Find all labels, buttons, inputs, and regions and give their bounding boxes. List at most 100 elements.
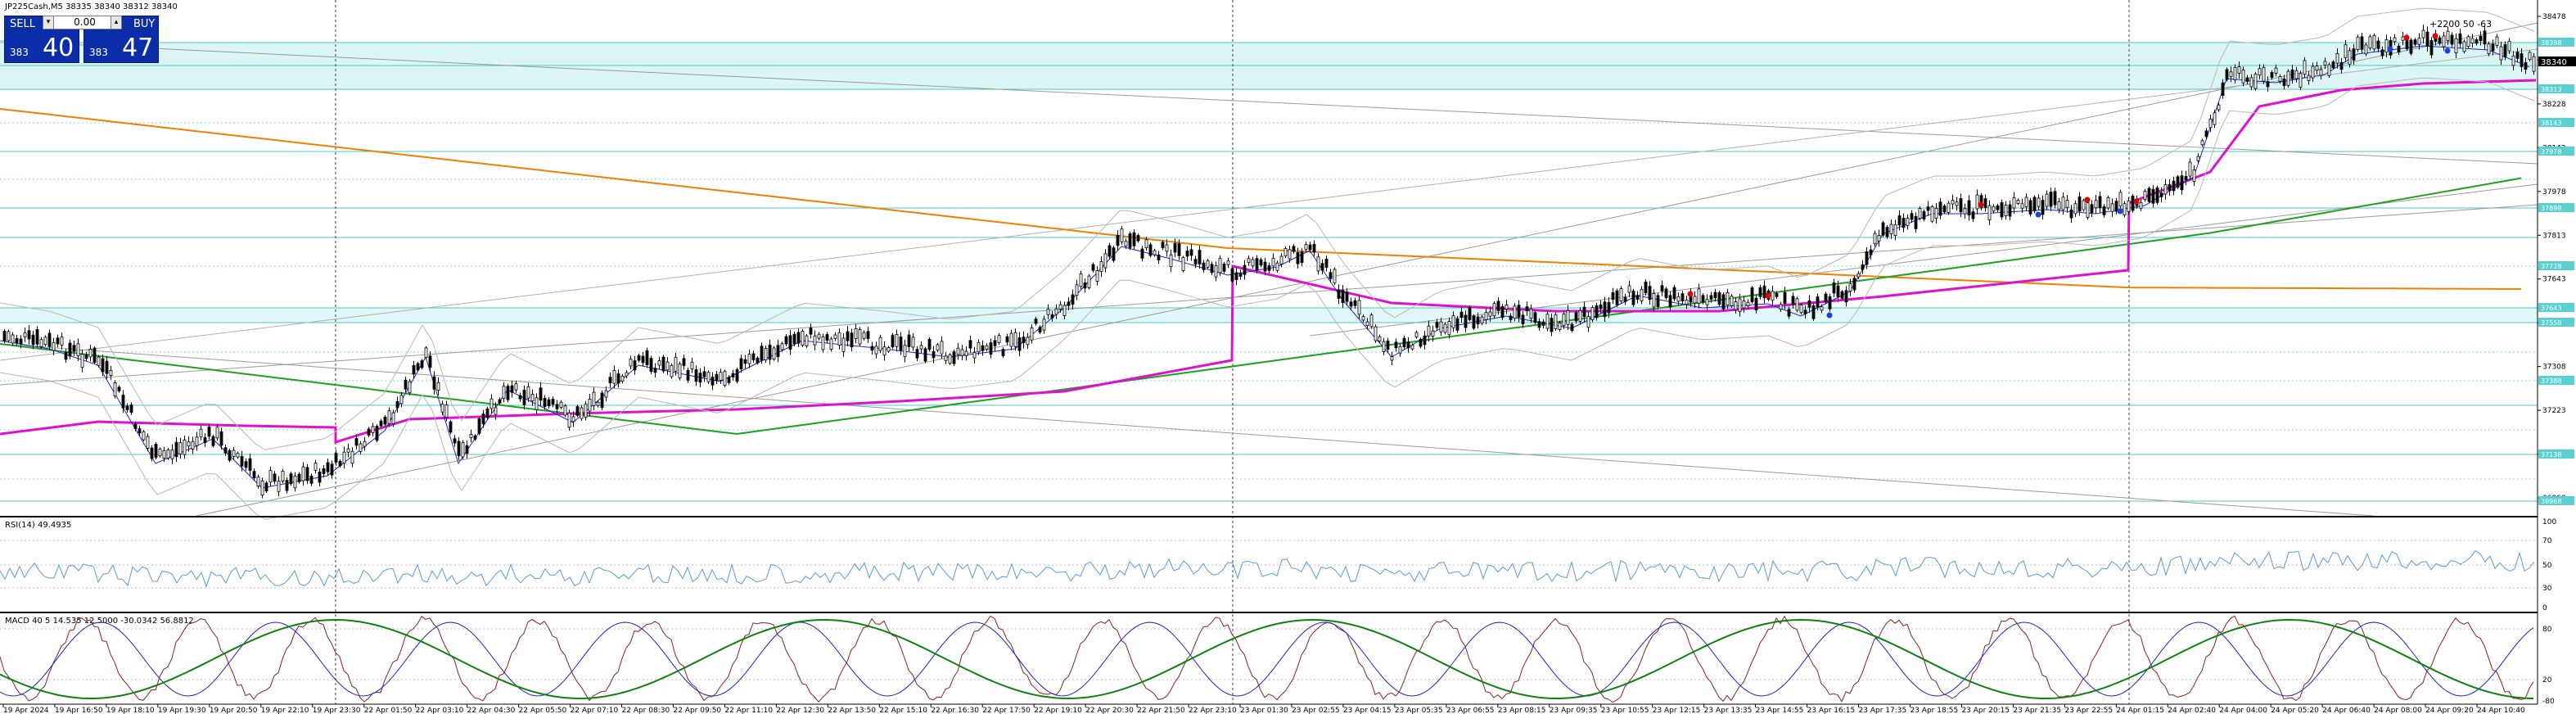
candle-body <box>31 334 35 346</box>
time-tick-label: 23 Apr 04:15 <box>1343 707 1392 714</box>
candle-body <box>1525 306 1529 312</box>
time-tick-label: 23 Apr 16:15 <box>1807 707 1856 714</box>
candle-body <box>1386 340 1390 350</box>
buy-button[interactable]: BUY 383 47 <box>83 16 159 63</box>
candle-body <box>125 405 129 410</box>
candle-body <box>219 431 223 446</box>
candle-body <box>1754 297 1758 310</box>
candle-body <box>801 331 805 346</box>
candle-body <box>465 445 469 454</box>
candle-body <box>375 426 379 441</box>
candle-body <box>686 369 690 381</box>
candle-body <box>690 361 694 369</box>
candle-body <box>1505 304 1509 310</box>
candle-body <box>35 329 39 345</box>
candle-body <box>2204 130 2208 138</box>
candle-body <box>1521 314 1525 325</box>
candle-body <box>841 337 846 352</box>
sell-button[interactable]: SELL 383 40 <box>4 16 79 63</box>
rsi-scale-label: 100 <box>2542 518 2556 526</box>
time-axis[interactable]: 19 Apr 2024 19 Apr 16:50 19 Apr 18:10 19 Ap… <box>2 704 2525 714</box>
candle-body <box>277 481 281 492</box>
candle-body <box>1750 287 1754 302</box>
candle-body <box>1374 326 1378 341</box>
candle-body <box>346 448 350 453</box>
time-tick-label: 22 Apr 05:50 <box>519 707 567 714</box>
candle-body <box>1189 249 1193 256</box>
candle-body <box>1930 206 1934 222</box>
lot-increase-button[interactable]: ▴ <box>111 16 122 29</box>
candle-body <box>989 342 993 355</box>
candle-body <box>1271 257 1275 267</box>
time-tick-label: 24 Apr 06:40 <box>2322 707 2371 714</box>
candle-body <box>911 337 915 348</box>
candle-body <box>1897 215 1902 226</box>
candle-body <box>1680 293 1685 302</box>
candle-body <box>1570 323 1574 332</box>
candle-body <box>2409 39 2413 54</box>
blue-signal-dot <box>2387 46 2393 52</box>
candle-body <box>363 441 367 447</box>
candle-body <box>1414 332 1419 337</box>
candle-body <box>2106 197 2110 209</box>
candle-body <box>256 477 260 487</box>
buy-price-prefix: 383 <box>89 47 108 58</box>
time-tick-label: 23 Apr 14:55 <box>1756 707 1804 714</box>
lot-size-input[interactable]: 0.00 <box>53 16 116 29</box>
candle-body <box>948 354 952 364</box>
time-tick-label: 24 Apr 02:40 <box>2168 707 2216 714</box>
trendline[interactable] <box>196 22 2538 517</box>
candle-body <box>2274 67 2278 74</box>
candle-body <box>1345 291 1349 302</box>
candle-body <box>129 404 133 413</box>
buy-label: BUY <box>133 18 156 30</box>
candle-body <box>395 401 399 409</box>
stoch-scale: 80 20 -80 <box>2542 626 2555 706</box>
candle-body <box>2127 200 2131 212</box>
candle-body <box>1181 257 1185 271</box>
candle-body <box>191 441 195 450</box>
candle-body <box>1578 310 1582 322</box>
trendline[interactable] <box>0 40 2538 165</box>
candle-body <box>354 438 359 446</box>
candle-body <box>2278 76 2282 82</box>
time-tick-label: 24 Apr 04:00 <box>2219 707 2267 714</box>
candle-body <box>645 350 649 365</box>
candle-body <box>2041 200 2045 215</box>
candle-body <box>2524 61 2528 70</box>
trendline[interactable] <box>0 48 2538 361</box>
candle-body <box>326 462 330 472</box>
lot-decrease-button[interactable]: ▾ <box>43 16 54 29</box>
level-tag-label: 37138 <box>2541 451 2561 459</box>
candle-body <box>2299 73 2303 88</box>
candle-body <box>604 390 608 398</box>
candle-body <box>146 436 150 449</box>
candle-body <box>1419 338 1423 347</box>
candle-body <box>383 417 387 425</box>
candle-body <box>1603 301 1607 318</box>
candle-body <box>2507 40 2511 52</box>
candle-body <box>1410 344 1414 350</box>
candle-body <box>1771 291 1775 301</box>
candle-body <box>1132 232 1136 246</box>
candle-body <box>682 358 686 367</box>
level-tag-label: 37978 <box>2541 148 2561 156</box>
time-tick-label: 22 Apr 09:50 <box>673 707 721 714</box>
sell-label: SELL <box>10 18 35 30</box>
candle-body <box>1713 291 1717 299</box>
candle-body <box>1554 314 1558 329</box>
candle-body <box>2421 29 2425 38</box>
trendline[interactable] <box>0 204 2538 386</box>
candle-body <box>1329 272 1333 279</box>
candle-body <box>1967 200 1971 216</box>
candle-body <box>2098 196 2102 209</box>
candle-body <box>625 372 629 377</box>
time-tick-label: 22 Apr 13:50 <box>828 707 876 714</box>
time-tick-label: 22 Apr 20:30 <box>1085 707 1134 714</box>
candle-body <box>1091 264 1095 271</box>
candle-body <box>600 392 604 409</box>
candle-body <box>1218 258 1222 273</box>
candle-body <box>240 455 244 467</box>
candle-body <box>1611 291 1615 301</box>
